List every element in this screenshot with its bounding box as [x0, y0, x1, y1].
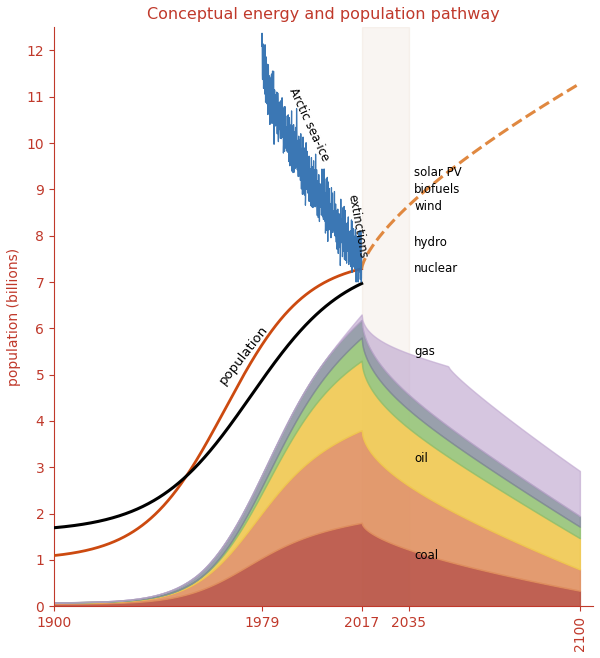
Bar — [362, 27, 409, 606]
Text: Arctic sea-ice: Arctic sea-ice — [286, 86, 332, 163]
Text: population: population — [216, 323, 271, 387]
Title: Conceptual energy and population pathway: Conceptual energy and population pathway — [147, 7, 500, 22]
Text: solar PV
biofuels
wind: solar PV biofuels wind — [414, 166, 462, 213]
Text: nuclear: nuclear — [414, 262, 458, 274]
Text: oil: oil — [414, 451, 428, 465]
Text: gas: gas — [414, 345, 435, 358]
Text: hydro: hydro — [414, 236, 448, 249]
Text: extinctions: extinctions — [346, 193, 370, 259]
Text: coal: coal — [414, 549, 439, 562]
Y-axis label: population (billions): population (billions) — [7, 247, 21, 386]
